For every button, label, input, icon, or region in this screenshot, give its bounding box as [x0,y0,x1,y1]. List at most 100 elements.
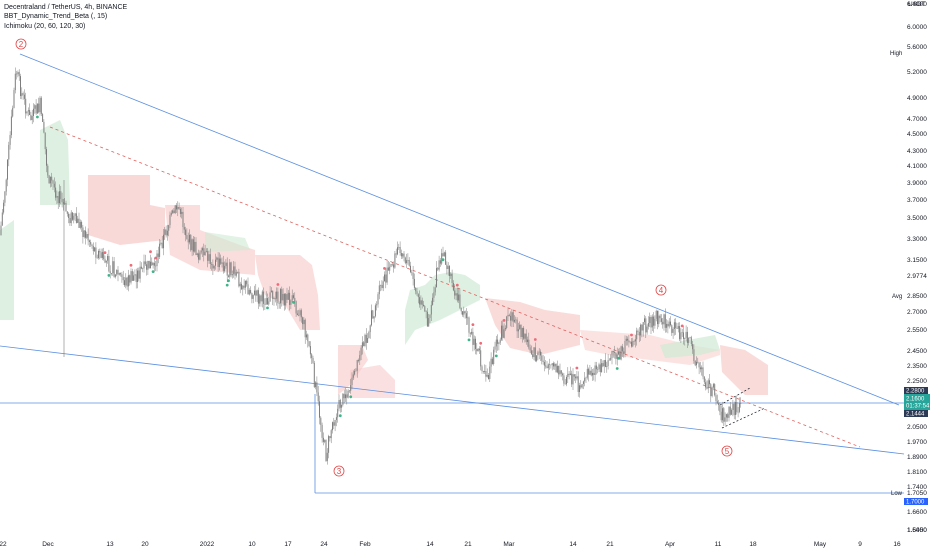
candle-body[interactable] [395,253,397,255]
candle-body[interactable] [651,316,653,328]
candle-body[interactable] [224,265,226,271]
candle-body[interactable] [328,436,330,453]
candle-body[interactable] [511,312,513,321]
candle-body[interactable] [441,253,443,264]
candle-body[interactable] [261,291,263,302]
symbol-title[interactable]: Decentraland / TetherUS, 4h, BINANCE [4,4,128,11]
candle-body[interactable] [420,300,422,305]
candle-body[interactable] [672,329,674,333]
candle-body[interactable] [161,242,163,249]
candle-body[interactable] [408,260,410,266]
candle-body[interactable] [499,339,501,343]
candle-body[interactable] [51,176,53,181]
candle-body[interactable] [644,318,645,323]
candle-body[interactable] [181,211,183,214]
candle-body[interactable] [711,387,713,397]
candle-body[interactable] [65,202,67,212]
candle-body[interactable] [712,384,714,388]
candle-body[interactable] [237,271,239,273]
candle-body[interactable] [586,368,588,378]
candle-body[interactable] [545,365,547,367]
candle-body[interactable] [272,290,274,299]
candle-body[interactable] [277,291,279,304]
candle-body[interactable] [1,212,3,226]
candle-body[interactable] [23,94,25,99]
candle-body[interactable] [176,205,177,210]
candle-body[interactable] [298,315,300,316]
candle-body[interactable] [442,253,444,257]
candle-body[interactable] [98,251,99,258]
candle-body[interactable] [683,332,684,339]
candle-body[interactable] [579,385,580,392]
candle-body[interactable] [68,213,70,218]
candle-body[interactable] [555,363,557,373]
candle-body[interactable] [345,394,346,399]
candle-body[interactable] [481,366,483,371]
candle-body[interactable] [603,360,605,367]
candle-body[interactable] [69,218,71,224]
candle-body[interactable] [608,359,610,361]
candle-body[interactable] [467,317,469,319]
candle-body[interactable] [302,317,304,325]
candle-body[interactable] [488,375,489,379]
candle-body[interactable] [595,365,597,370]
candle-body[interactable] [547,364,549,369]
candle-body[interactable] [464,311,466,314]
candle-body[interactable] [454,290,456,296]
candle-body[interactable] [311,354,313,359]
candle-body[interactable] [364,334,366,346]
candle-body[interactable] [740,403,742,404]
candle-body[interactable] [294,297,296,302]
candle-body[interactable] [532,354,534,357]
candle-body[interactable] [208,254,210,261]
candle-body[interactable] [242,285,244,290]
candle-body[interactable] [371,310,372,326]
candle-body[interactable] [550,364,552,366]
candle-body[interactable] [524,333,526,339]
candle-body[interactable] [82,227,84,238]
candle-body[interactable] [447,266,449,269]
candle-body[interactable] [554,363,556,367]
candle-body[interactable] [244,281,246,288]
candle-body[interactable] [146,264,148,270]
candle-body[interactable] [637,330,639,332]
candle-body[interactable] [536,355,538,361]
candle-body[interactable] [104,259,106,263]
candle-body[interactable] [113,261,115,277]
candle-body[interactable] [194,241,196,252]
candle-body[interactable] [641,324,643,331]
candle-body[interactable] [215,259,216,266]
candle-body[interactable] [29,110,31,115]
candle-body[interactable] [9,135,11,145]
candle-body[interactable] [150,261,151,269]
candle-body[interactable] [424,306,426,312]
candle-body[interactable] [612,350,614,353]
candle-body[interactable] [592,372,593,376]
candle-body[interactable] [190,234,192,251]
candle-body[interactable] [17,72,19,75]
candle-body[interactable] [367,338,369,343]
candle-body[interactable] [372,310,374,319]
candle-body[interactable] [91,244,93,247]
candle-body[interactable] [497,339,499,344]
candle-body[interactable] [529,347,531,351]
candle-body[interactable] [439,260,441,264]
candle-body[interactable] [53,183,55,188]
candle-body[interactable] [222,262,224,271]
candle-body[interactable] [36,103,38,114]
candle-body[interactable] [286,294,288,300]
candle-body[interactable] [153,262,155,266]
candle-body[interactable] [699,367,701,370]
candle-body[interactable] [229,262,231,277]
candle-body[interactable] [99,251,101,253]
candle-body[interactable] [407,260,409,261]
candle-body[interactable] [120,273,122,275]
candle-body[interactable] [94,247,96,252]
candle-body[interactable] [426,311,428,327]
candle-body[interactable] [13,90,15,108]
candle-body[interactable] [256,290,258,296]
candle-body[interactable] [618,351,619,355]
candle-body[interactable] [16,73,18,75]
candle-body[interactable] [432,297,434,305]
candle-body[interactable] [646,326,648,333]
